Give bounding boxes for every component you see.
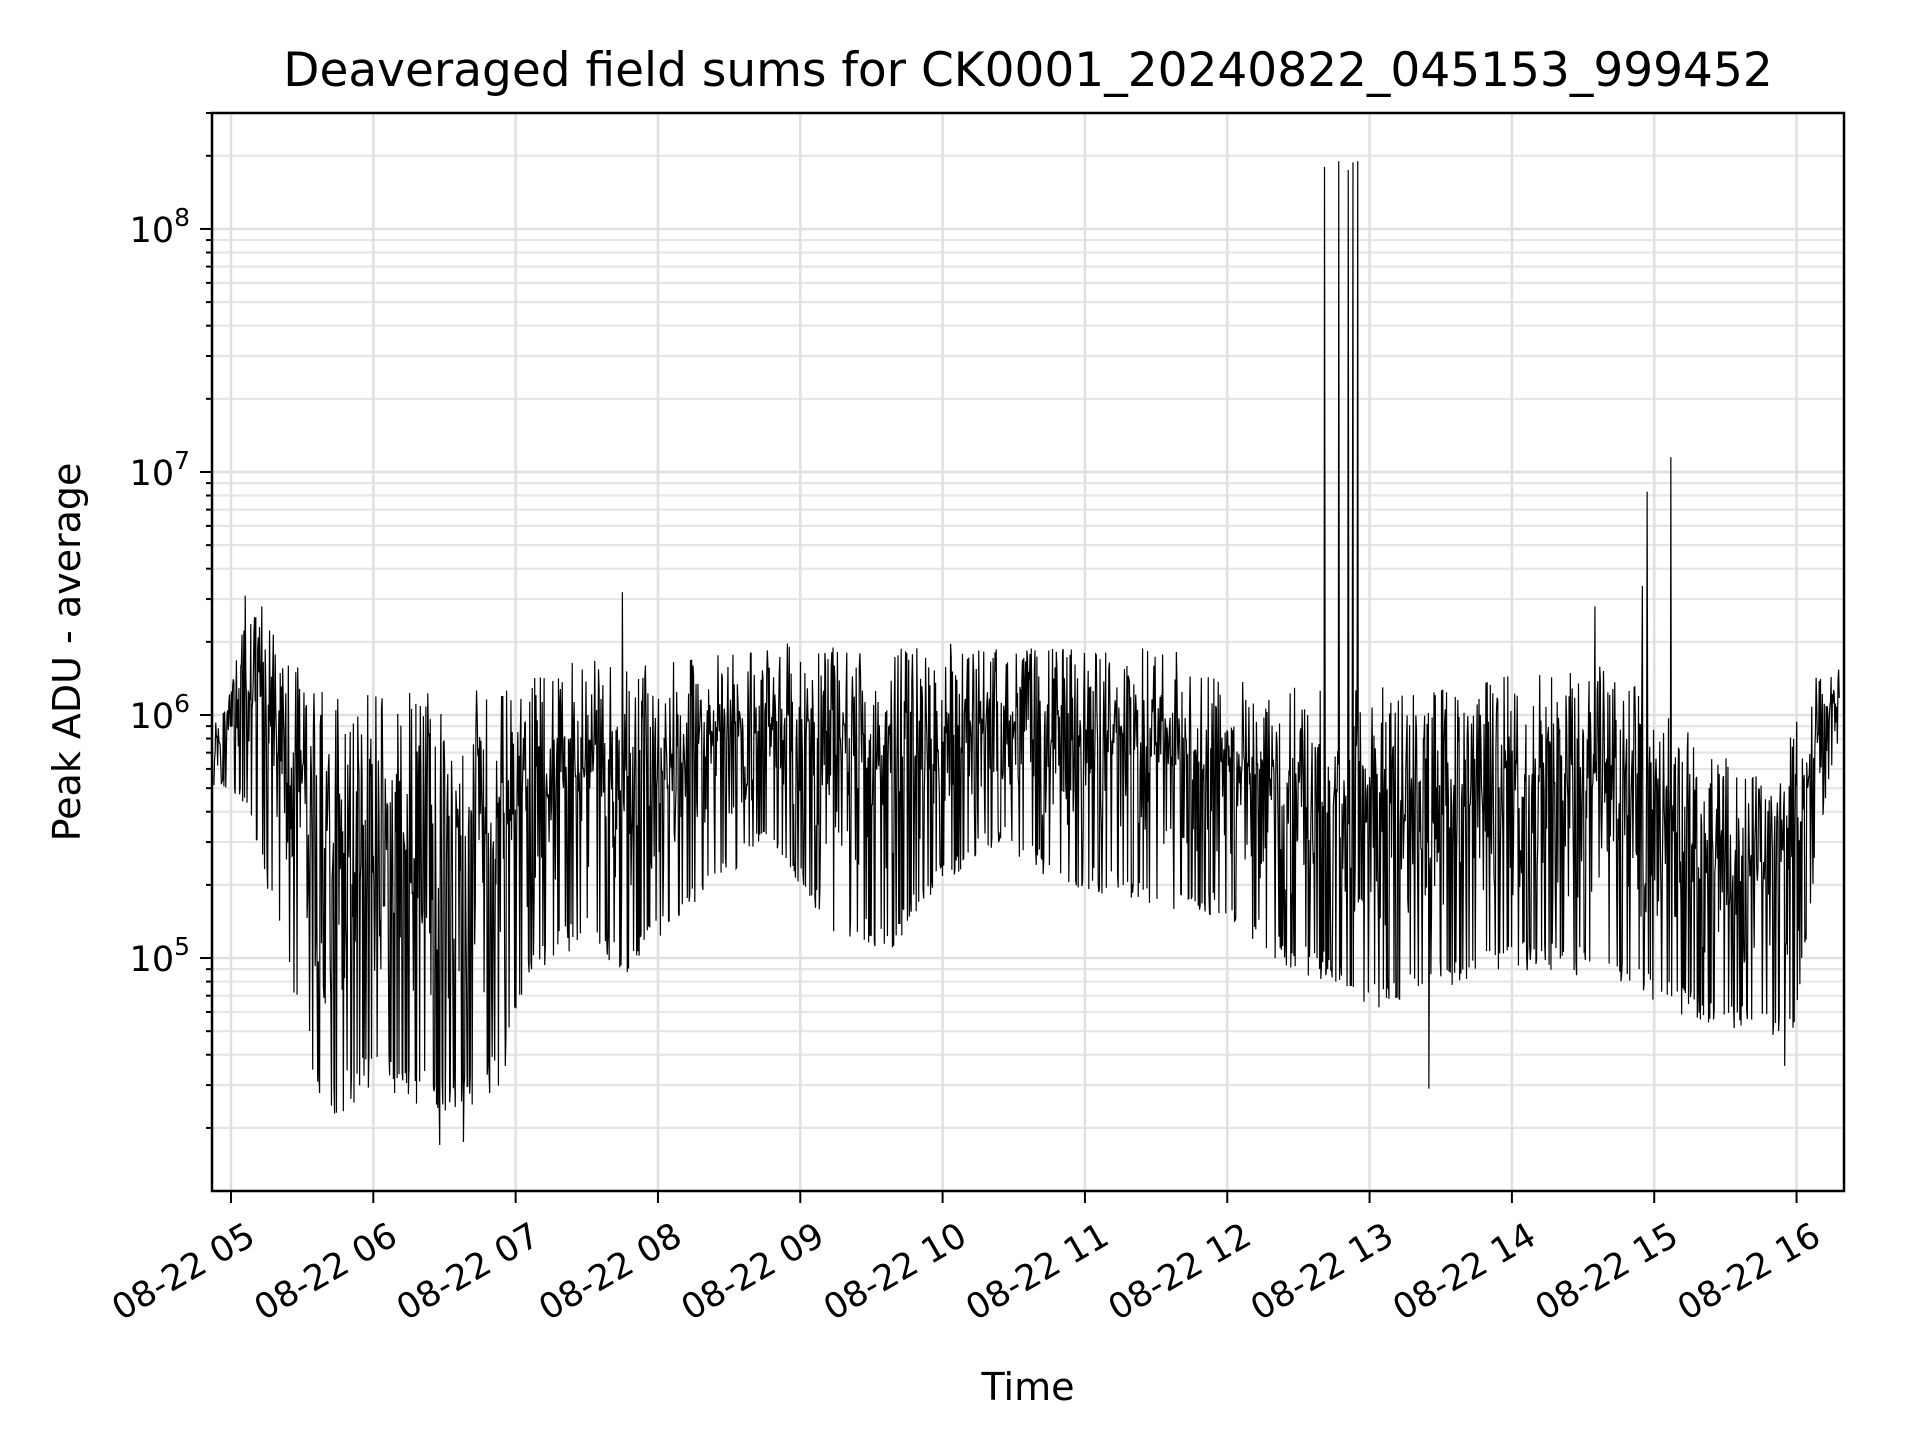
x-axis-label: Time	[981, 1365, 1075, 1409]
chart-title: Deaveraged field sums for CK0001_2024082…	[283, 43, 1773, 98]
y-axis-label: Peak ADU - average	[45, 463, 89, 842]
